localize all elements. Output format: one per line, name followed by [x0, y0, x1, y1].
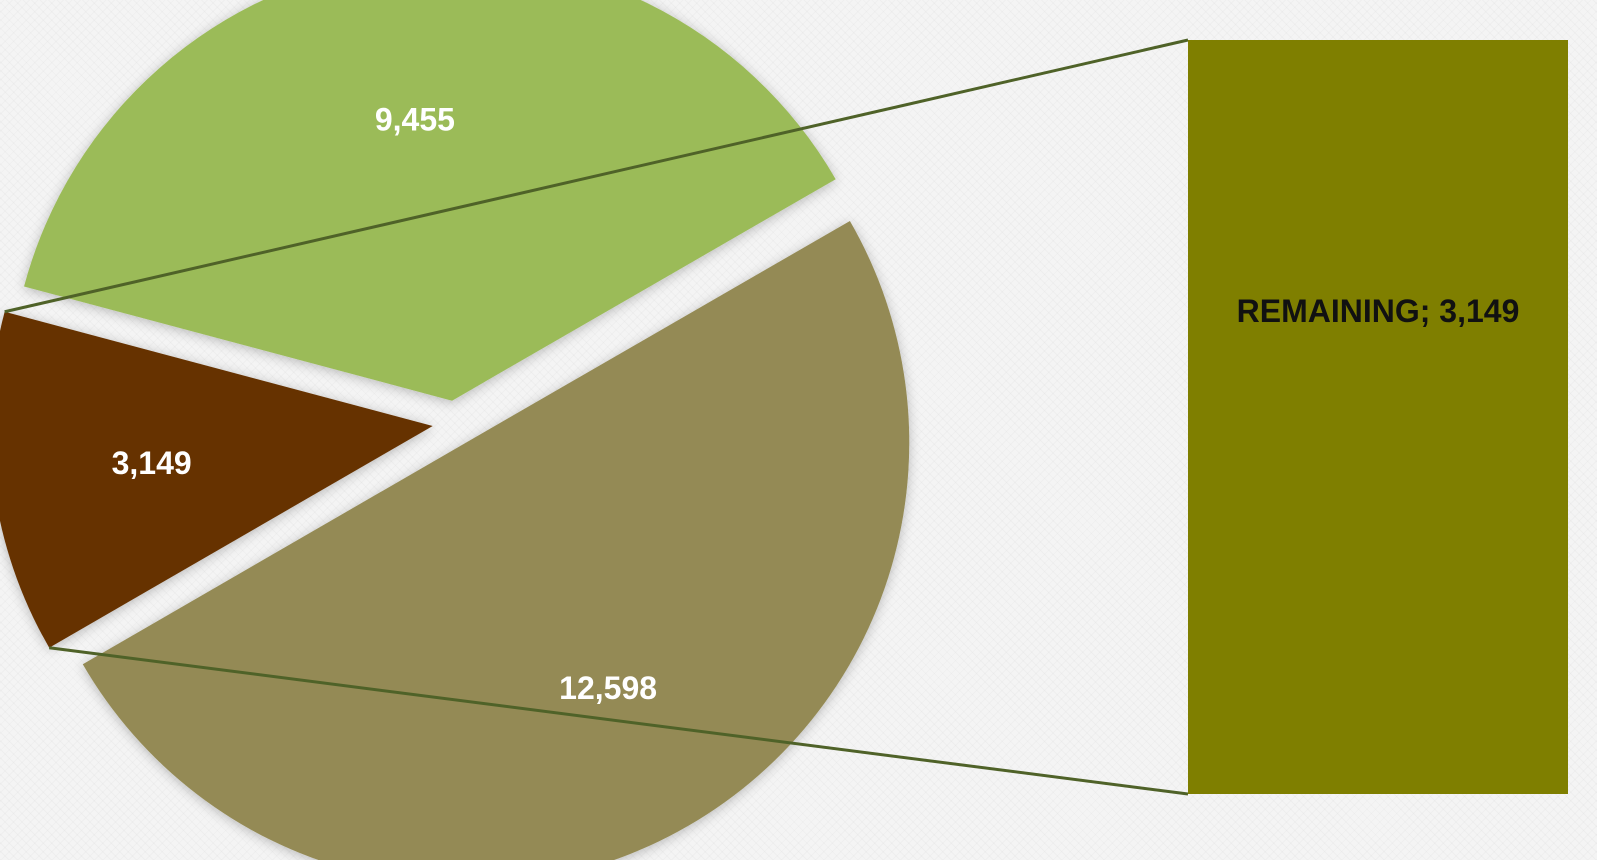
pie-data-labels: 9,455 3,149 12,598 [112, 102, 657, 706]
pie-slice-2 [0, 311, 433, 648]
connector-line-bottom [49, 646, 1189, 796]
pie-slices [0, 0, 910, 860]
pie-slice-1 [24, 0, 836, 401]
connector-line-top [4, 38, 1189, 314]
pie-slice-3 [82, 220, 910, 860]
pie-data-label-3: 12,598 [559, 670, 657, 706]
secondary-bar [1188, 40, 1568, 794]
pie-data-label-2: 3,149 [112, 445, 192, 481]
secondary-bar-label: REMAINING; 3,149 [1237, 293, 1520, 329]
pie-data-label-1: 9,455 [375, 102, 455, 138]
bar-connectors [4, 38, 1189, 796]
